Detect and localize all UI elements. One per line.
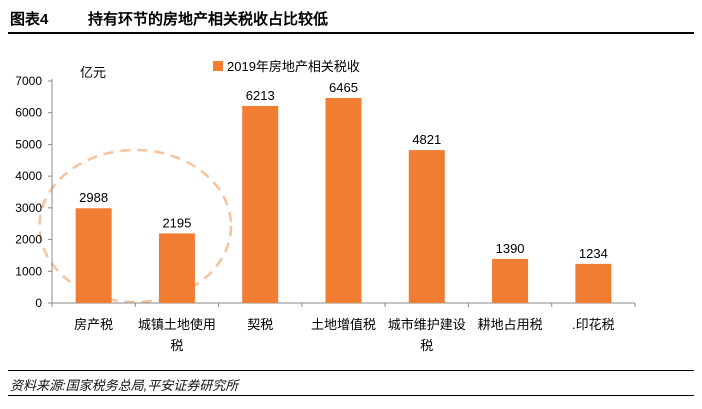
y-tick-label: 3000	[15, 201, 42, 215]
y-tick-label: 1000	[15, 264, 42, 278]
data-label: 6213	[246, 88, 275, 103]
data-label: 1234	[579, 246, 608, 261]
y-tick-label: 0	[35, 296, 42, 310]
data-label: 2988	[79, 190, 108, 205]
source-footer: 资料来源:国家税务总局,平安证券研究所	[8, 370, 694, 396]
y-tick-label: 7000	[15, 74, 42, 88]
y-tick-label: 5000	[15, 137, 42, 151]
highlight-ellipse	[38, 148, 233, 304]
figure-title: 持有环节的房地产相关税收占比较低	[88, 11, 329, 28]
y-tick-label: 4000	[15, 169, 42, 183]
data-label: 2195	[162, 215, 191, 230]
bar	[158, 233, 195, 303]
y-tick-label: 2000	[15, 233, 42, 247]
x-tick-label: 税	[170, 338, 183, 353]
bar	[492, 258, 529, 303]
x-tick-label: 税	[420, 338, 433, 353]
x-tick-label: 耕地占用税	[478, 317, 543, 332]
y-unit-label: 亿元	[80, 65, 106, 80]
data-label: 6465	[329, 80, 358, 95]
x-tick-label: 城市维护建设	[388, 317, 466, 332]
x-tick-label: 城镇土地使用	[138, 317, 216, 332]
bar	[408, 150, 445, 303]
data-label: 1390	[496, 241, 525, 256]
x-tick-label: .印花税	[572, 317, 615, 332]
legend-swatch	[213, 61, 223, 71]
x-tick-label: 土地增值税	[311, 317, 376, 332]
bar	[75, 208, 112, 303]
source-note: 资料来源:国家税务总局,平安证券研究所	[10, 378, 239, 393]
figure-number: 图表4	[10, 11, 49, 28]
legend-label: 2019年房地产相关税收	[227, 59, 360, 74]
bar	[325, 97, 362, 304]
data-label: 4821	[412, 132, 441, 147]
y-tick-label: 6000	[15, 106, 42, 120]
bar	[575, 263, 612, 303]
bar-chart: 0 1000 2000 3000 4000 5000 6000 7000 2988 房产税 219…	[15, 59, 636, 353]
bar	[242, 105, 279, 304]
x-tick-label: 房产税	[74, 317, 113, 332]
x-tick-label: 契税	[247, 317, 273, 332]
figure-header: 图表4 持有环节的房地产相关税收占比较低	[8, 6, 694, 34]
